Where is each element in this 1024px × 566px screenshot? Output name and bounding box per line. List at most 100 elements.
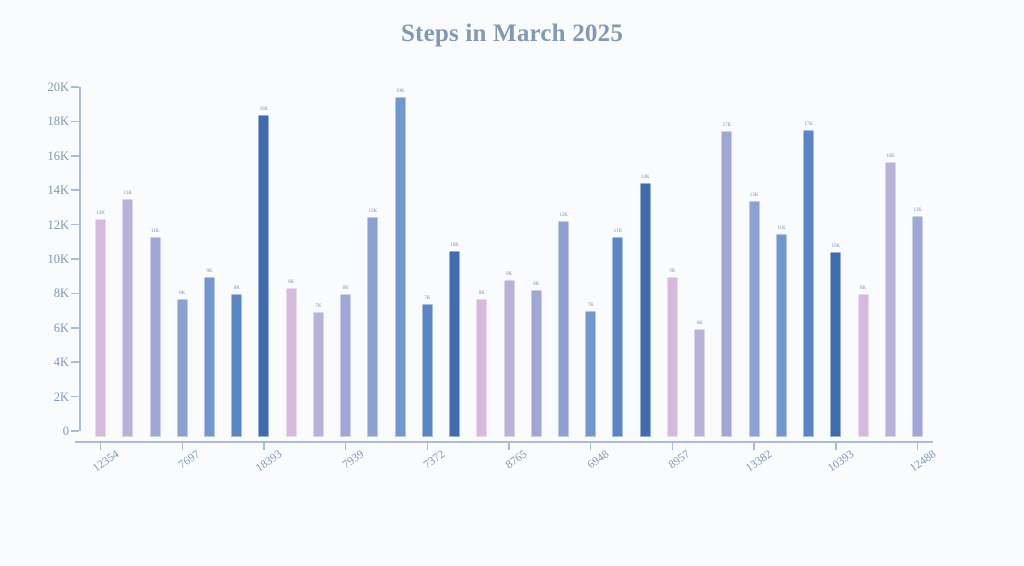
- bar-value-label: 8K: [533, 281, 540, 287]
- y-tick: [71, 327, 79, 329]
- bar-value-label: 9K: [505, 272, 513, 278]
- x-tick-label: 6948: [585, 448, 612, 472]
- bar: [149, 236, 161, 437]
- bar: [176, 298, 188, 437]
- x-tick: [671, 442, 674, 450]
- x-tick-label: 12354: [90, 448, 121, 475]
- bar-value-label: 8K: [179, 290, 186, 296]
- y-tick: [71, 292, 79, 295]
- y-tick: [71, 395, 79, 398]
- bar-value-label: 13K: [123, 190, 133, 196]
- bar: [530, 289, 542, 437]
- y-tick-label: 0: [62, 424, 69, 438]
- bar: [503, 280, 515, 437]
- y-tick: [71, 223, 79, 226]
- bar-value-label: 7K: [424, 296, 431, 302]
- y-tick: [71, 361, 79, 363]
- bar-value-label: 14K: [640, 174, 650, 180]
- x-tick-label: 8765: [503, 448, 530, 472]
- bar-value-label: 6K: [696, 321, 703, 326]
- bar: [775, 234, 787, 437]
- y-tick: [71, 189, 79, 191]
- bar: [830, 252, 842, 437]
- bar-value-label: 19K: [395, 89, 405, 95]
- bar: [394, 97, 406, 437]
- bar-value-label: 17K: [804, 122, 813, 127]
- bar-value-label: 10K: [450, 242, 459, 248]
- bar: [666, 276, 678, 437]
- y-tick: [71, 120, 79, 123]
- bar: [857, 293, 869, 437]
- bar: [694, 329, 706, 437]
- bar-value-label: 8K: [233, 285, 240, 291]
- bar: [639, 182, 651, 437]
- y-tick-label: 8K: [53, 286, 69, 301]
- y-tick: [71, 430, 79, 432]
- bar: [449, 250, 461, 437]
- bar: [558, 220, 569, 437]
- bar: [95, 218, 107, 437]
- x-tick: [508, 442, 510, 450]
- bar-value-label: 11K: [777, 226, 786, 232]
- bar-value-label: 8K: [288, 280, 295, 286]
- y-axis-line: [79, 87, 81, 431]
- bar-value-label: 17K: [722, 123, 732, 129]
- bar-value-label: 7K: [587, 303, 594, 309]
- y-tick-label: 4K: [53, 355, 69, 370]
- bar-value-label: 8K: [859, 285, 867, 291]
- bar: [122, 198, 134, 437]
- x-tick: [99, 442, 102, 450]
- bar-value-label: 10K: [831, 244, 841, 250]
- x-tick-label: 7372: [421, 448, 448, 472]
- y-tick-label: 14K: [47, 183, 69, 198]
- bar-value-label: 13K: [749, 192, 759, 198]
- y-tick: [71, 155, 79, 157]
- y-tick-label: 6K: [53, 320, 69, 335]
- bar: [367, 217, 379, 437]
- bar-value-label: 18K: [259, 106, 269, 112]
- bar: [585, 311, 597, 437]
- bar-value-label: 12K: [96, 210, 105, 216]
- x-tick: [181, 442, 184, 450]
- bar-value-label: 11K: [150, 228, 160, 234]
- bar: [803, 130, 815, 437]
- bar-value-label: 9K: [206, 269, 213, 275]
- bar: [204, 277, 216, 437]
- bar-value-label: 12K: [913, 208, 922, 214]
- x-tick-label: 7697: [176, 448, 203, 472]
- x-tick: [835, 442, 837, 450]
- bar: [312, 311, 324, 437]
- bar-value-label: 12K: [368, 209, 378, 215]
- bar-value-label: 9K: [669, 268, 676, 274]
- bar: [721, 131, 733, 437]
- x-tick-label: 10393: [825, 448, 857, 475]
- y-tick: [71, 258, 79, 260]
- x-tick-label: 7939: [340, 448, 366, 472]
- y-tick-label: 10K: [47, 252, 69, 266]
- bar-value-label: 7K: [315, 303, 322, 309]
- x-tick-label: 12488: [907, 448, 938, 475]
- x-tick: [589, 442, 592, 450]
- x-tick: [916, 442, 919, 450]
- bar-value-label: 8K: [342, 286, 349, 292]
- x-tick: [344, 442, 347, 450]
- bar: [612, 236, 624, 437]
- bar-value-label: 11K: [613, 228, 623, 234]
- bar-value-label: 8K: [478, 291, 485, 297]
- bar: [884, 161, 896, 437]
- x-tick-label: 18393: [253, 448, 285, 475]
- bar: [258, 114, 270, 437]
- bar: [912, 216, 923, 437]
- bar: [748, 200, 760, 437]
- bar: [285, 288, 297, 437]
- bar: [231, 293, 243, 437]
- y-tick-label: 18K: [47, 114, 69, 129]
- x-tick-label: 8957: [667, 448, 693, 472]
- bar: [421, 304, 433, 437]
- bar: [476, 299, 488, 437]
- y-tick-label: 12K: [47, 217, 69, 232]
- y-tick: [71, 86, 79, 88]
- x-axis-line: [75, 441, 933, 443]
- chart-title: Steps in March 2025: [400, 20, 624, 47]
